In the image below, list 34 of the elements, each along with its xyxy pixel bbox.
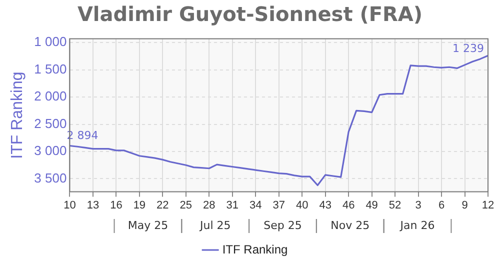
y-axis-title: ITF Ranking [9,72,26,159]
y-tick-label: 3 500 [34,170,67,186]
x-tick-label: 46 [342,199,355,212]
x-tick-label: 10 [64,199,76,212]
x-tick-label: 34 [250,199,262,212]
x-tick-label: 49 [366,199,378,212]
x-tick-label: 22 [156,199,169,212]
data-label: 1 239 [452,42,484,55]
x-tick-label: 19 [133,199,146,212]
text: Sep 25 [264,218,302,232]
x-tick-label: 6 [438,199,445,212]
x-tick-label: 13 [86,199,100,212]
x-tick-label: 40 [296,199,308,212]
x-tick-label: 16 [110,199,122,212]
x-tick-label: 25 [180,199,192,212]
x-tick-label: 52 [388,199,402,212]
x-tick-label: 12 [482,199,494,212]
y-tick-label: 1 500 [34,61,67,76]
x-tick-label: 3 [415,199,422,212]
y-tick-label: 1 000 [34,34,67,50]
x-tick-label: 43 [319,199,332,212]
y-tick-label: 2 500 [34,116,67,131]
x-tick-label: 28 [203,199,216,212]
text: Jul 25 [198,218,231,232]
x-tick-label: 31 [226,199,239,212]
chart-title: Vladimir Guyot-Sionnest (FRA) [76,2,424,26]
text: Nov 25 [330,218,370,232]
legend-label: ITF Ranking [222,242,288,256]
text: May 25 [128,218,168,232]
y-tick-label: 2 000 [34,88,67,104]
x-tick-label: 37 [272,199,285,212]
text: Jan 26 [399,218,435,232]
x-tick-label: 9 [462,199,468,212]
y-tick-label: 3 000 [34,143,67,158]
